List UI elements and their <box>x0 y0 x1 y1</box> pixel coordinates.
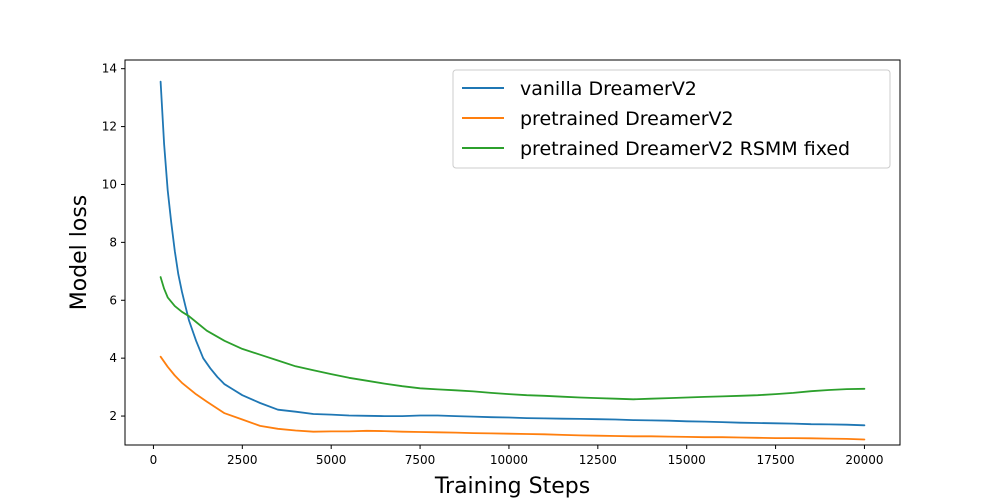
x-tick-label: 12500 <box>579 453 617 467</box>
legend: vanilla DreamerV2 pretrained DreamerV2 pre… <box>452 69 891 169</box>
x-tick-label: 0 <box>150 453 158 467</box>
x-axis-title: Training Steps <box>434 474 590 499</box>
series-line-3 <box>159 276 866 401</box>
y-tick-label: 6 <box>109 293 117 307</box>
x-tick-label: 17500 <box>756 453 794 467</box>
x-tick-label: 2500 <box>227 453 258 467</box>
x-tick-label: 10000 <box>490 453 528 467</box>
x-tick-label: 5000 <box>316 453 347 467</box>
y-tick-label: 2 <box>109 409 117 423</box>
series-line-2 <box>159 355 866 441</box>
legend-box <box>452 69 891 169</box>
x-tick-label: 20000 <box>845 453 883 467</box>
legend-label-2: pretrained DreamerV2 <box>520 108 734 130</box>
y-tick-label: 14 <box>102 62 117 76</box>
plot-frame <box>124 59 901 446</box>
series-layer <box>159 80 866 441</box>
series-line-1 <box>159 80 866 427</box>
legend-label-3: pretrained DreamerV2 RSMM fixed <box>520 138 850 160</box>
y-tick-label: 10 <box>102 177 117 191</box>
y-tick-label: 4 <box>109 351 117 365</box>
x-tick-label: 15000 <box>668 453 706 467</box>
x-axis-ticks: 0 2500 5000 7500 10000 12500 15000 17500 20000 <box>150 445 884 467</box>
y-tick-label: 8 <box>109 235 117 249</box>
x-tick-label: 7500 <box>405 453 436 467</box>
y-axis-title: Model loss <box>67 195 92 311</box>
y-axis-ticks: 2 4 6 8 10 12 14 <box>102 62 125 423</box>
y-tick-label: 12 <box>102 120 117 134</box>
legend-items: vanilla DreamerV2 pretrained DreamerV2 pre… <box>462 78 850 160</box>
legend-label-1: vanilla DreamerV2 <box>520 78 697 100</box>
